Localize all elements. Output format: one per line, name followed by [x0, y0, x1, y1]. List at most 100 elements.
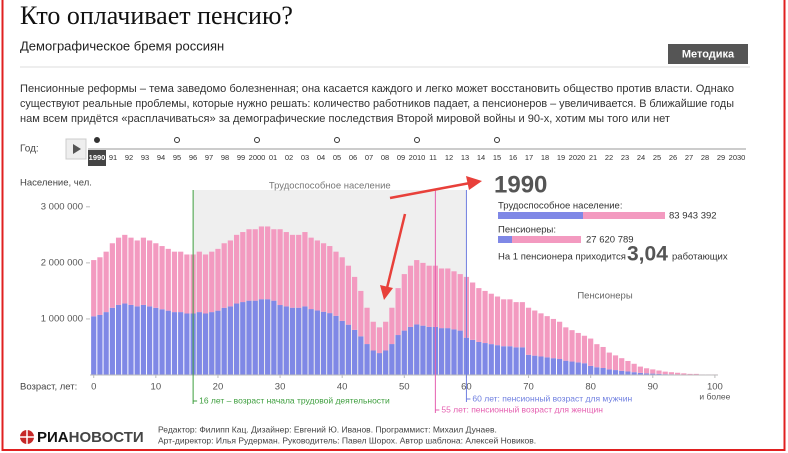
timeline-year: 92	[125, 153, 133, 162]
bar-segment	[345, 324, 352, 375]
bar-segment	[345, 265, 352, 325]
bar-segment	[370, 321, 376, 351]
bar-segment	[91, 316, 97, 375]
bar-segment	[258, 299, 265, 375]
method-button-label[interactable]: Методика	[682, 48, 735, 60]
bar-segment	[327, 313, 333, 375]
bar-segment	[501, 299, 507, 347]
logo-part: НОВОСТИ	[69, 429, 144, 446]
bar-segment	[519, 347, 525, 375]
timeline-dot	[494, 137, 500, 143]
bar-segment	[383, 350, 389, 375]
timeline-dot	[254, 137, 260, 143]
x-tick-label: 20	[213, 382, 224, 393]
timeline-year: 2010	[409, 153, 426, 162]
bar-segment	[153, 307, 159, 375]
timeline-selected	[88, 150, 106, 166]
x-tick-label: 90	[647, 382, 658, 393]
x-tick-note: и более	[699, 391, 730, 401]
bar-segment	[482, 290, 488, 344]
bar-segment	[612, 370, 619, 375]
timeline-dot	[174, 137, 180, 143]
timeline-year: 29	[717, 153, 725, 162]
timeline-year: 03	[301, 153, 309, 162]
bar-segment	[451, 329, 457, 375]
bar-segment	[482, 343, 488, 375]
info-working-value: 83 943 392	[669, 211, 717, 222]
bar-segment	[196, 312, 202, 375]
credits: Редактор: Филипп Кац. Дизайнер: Евгений …	[158, 424, 497, 434]
bar-segment	[525, 354, 532, 375]
bar-segment	[134, 306, 140, 375]
bar-segment	[308, 237, 314, 310]
bar-segment	[327, 246, 333, 314]
bar-segment	[333, 251, 339, 316]
timeline-dot	[334, 137, 340, 143]
bar-segment	[650, 373, 656, 375]
bar-segment	[507, 346, 513, 375]
x-tick-label: 50	[399, 382, 410, 393]
bar-segment	[401, 330, 407, 375]
bar-segment	[221, 307, 227, 375]
timeline-year: 23	[621, 153, 629, 162]
bar-segment	[314, 240, 320, 311]
bar-segment	[414, 324, 420, 375]
bar-segment	[376, 353, 383, 375]
bar-segment	[656, 373, 662, 375]
bar-segment	[445, 328, 451, 375]
bar-segment	[283, 232, 289, 307]
info-panel: 1990 Трудоспособное население: 83 943 39…	[494, 171, 728, 265]
bar-segment	[233, 234, 240, 304]
timeline-year: 2020	[569, 153, 586, 162]
info-ratio-suffix: работающих	[672, 252, 728, 263]
bar-segment	[184, 254, 190, 314]
bar-segment	[675, 372, 681, 375]
bar-segment	[681, 373, 687, 375]
timeline-year: 17	[525, 153, 533, 162]
bar-segment	[122, 303, 128, 375]
bar-segment	[258, 226, 265, 300]
timeline-year: 11	[429, 153, 437, 162]
bar-segment	[569, 330, 575, 362]
timeline-year: 25	[653, 153, 661, 162]
arrow	[385, 213, 407, 289]
bar-segment	[426, 326, 432, 375]
method-button[interactable]	[668, 44, 748, 64]
bar-segment	[581, 363, 588, 375]
timeline-dot	[94, 137, 100, 143]
bar-segment	[140, 304, 147, 375]
bar-segment	[153, 243, 159, 308]
bar-segment	[563, 360, 569, 375]
timeline-year: 24	[637, 153, 645, 162]
bar-segment	[407, 326, 414, 375]
bar-segment	[302, 306, 308, 375]
bar-segment	[122, 234, 128, 304]
info-pension-label: Пенсионеры:	[498, 225, 556, 236]
timeline-year: 12	[445, 153, 453, 162]
timeline-label: Год:	[20, 144, 39, 155]
bar-segment	[451, 271, 457, 330]
timeline-year: 13	[461, 153, 469, 162]
bar-segment	[668, 372, 675, 375]
arrowhead	[380, 285, 393, 300]
bar-segment	[115, 304, 122, 375]
bar-segment	[625, 360, 631, 372]
bar-segment	[171, 251, 178, 313]
play-icon[interactable]	[73, 144, 81, 154]
timeline-year: 2030	[729, 153, 746, 162]
bar-segment	[494, 345, 501, 375]
timeline-year: 1990	[89, 153, 106, 162]
subtitle: Демографическое бремя россиян	[20, 38, 224, 53]
bar-segment	[134, 240, 140, 307]
timeline-year: 15	[493, 153, 501, 162]
timeline-year: 16	[509, 153, 517, 162]
timeline-year: 19	[557, 153, 565, 162]
x-tick-label: 30	[275, 382, 286, 393]
age-marker-label: 55 лет: пенсионный возраст для женщин	[441, 404, 603, 414]
timeline-year: 93	[141, 153, 149, 162]
bar-segment	[383, 321, 389, 351]
bar-segment	[600, 367, 606, 375]
bar-segment	[115, 237, 122, 305]
